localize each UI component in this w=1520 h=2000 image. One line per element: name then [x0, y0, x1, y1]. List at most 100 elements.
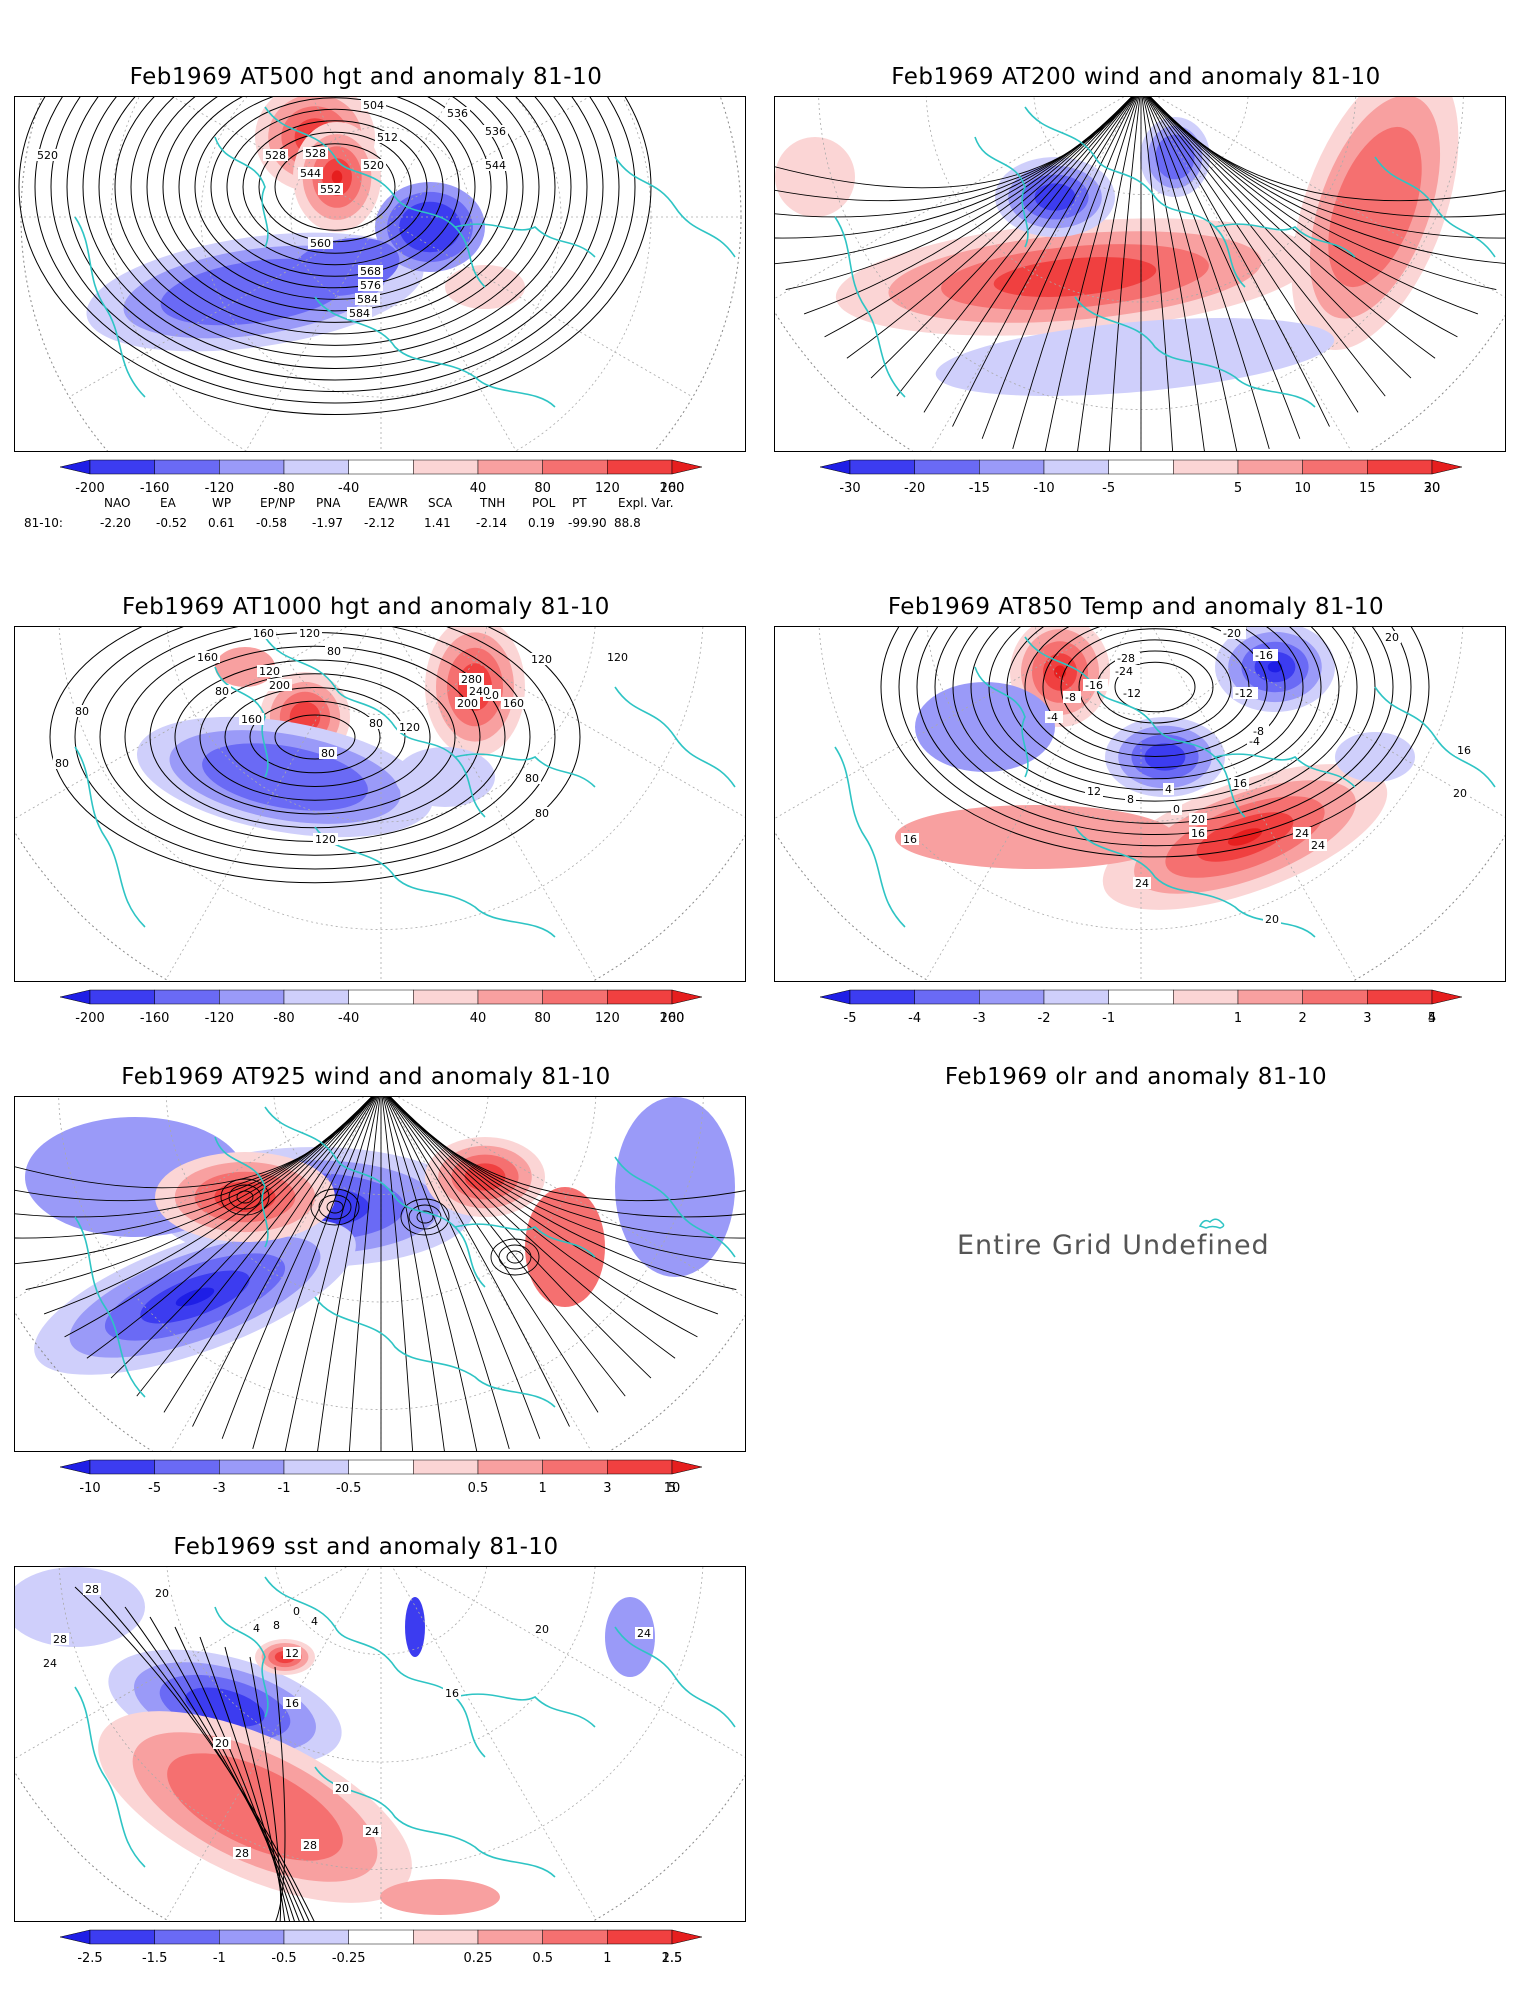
anomaly-negative — [175, 1287, 215, 1307]
anomaly-positive — [1227, 828, 1263, 846]
contour-line — [1078, 639, 1232, 735]
streamline — [385, 1097, 541, 1439]
contour-line — [274, 714, 356, 760]
colorbar-tick-label: 1 — [603, 1951, 611, 1966]
svg-text:28: 28 — [235, 1847, 249, 1860]
colorbar-segment — [219, 989, 285, 1005]
contour-label: 28 — [83, 1583, 101, 1596]
svg-text:80: 80 — [327, 645, 341, 658]
streamline — [389, 1097, 676, 1359]
streamline — [1148, 97, 1386, 397]
eof-header: EA/WR — [368, 496, 409, 510]
svg-text:-28: -28 — [1117, 652, 1135, 665]
streamline — [1143, 97, 1238, 451]
contour-line — [970, 627, 1340, 802]
contour-label: 4 — [309, 1615, 320, 1628]
colorbar-tick-label: 40 — [470, 481, 487, 496]
streamline — [384, 1097, 510, 1449]
svg-text:80: 80 — [55, 757, 69, 770]
coastline — [1214, 223, 1356, 258]
svg-text:28: 28 — [303, 1839, 317, 1852]
colorbar-tick-label: -10 — [79, 1481, 100, 1496]
streamline — [1148, 97, 1412, 379]
anomaly-negative — [1267, 661, 1283, 673]
colorbar-tick-label: -1 — [1102, 1011, 1115, 1026]
colorbar-segment — [219, 1929, 285, 1945]
svg-text:20: 20 — [1453, 787, 1467, 800]
colorbar-tip-high — [671, 459, 703, 475]
streamline — [389, 1097, 745, 1239]
vortex-contour — [400, 1198, 450, 1236]
colorbar-segment — [348, 1929, 414, 1945]
meridian-line — [1174, 627, 1505, 818]
colorbar-segment — [89, 1459, 155, 1475]
panel-title-sst: Feb1969 sst and anomaly 81-10 — [173, 1534, 559, 1560]
contour-label: 20 — [533, 1623, 551, 1636]
colorbar-tick-label: -160 — [140, 1011, 170, 1026]
colorbar-tick-label: -40 — [338, 1011, 359, 1026]
colorbar-tick-label: -120 — [205, 481, 235, 496]
meridian-line — [380, 97, 590, 218]
colorbar-tick-label: -2.5 — [77, 1951, 102, 1966]
coastline — [1214, 753, 1356, 788]
svg-text:4: 4 — [1165, 783, 1172, 796]
contour-line — [224, 1646, 286, 1921]
colorbar-segment — [477, 1459, 543, 1475]
svg-text:528: 528 — [265, 149, 286, 162]
svg-text:20: 20 — [155, 1587, 169, 1600]
contour-label: 8 — [271, 1619, 282, 1632]
colorbar-tick-label: -2 — [1038, 1011, 1051, 1026]
map-panel-sst: 28 24 20 28 4 8 12 0 4 16 16 20 20 24 28 28 20 24 — [14, 1566, 746, 1922]
coastline — [974, 136, 1029, 248]
latitude-circle — [58, 1567, 704, 1870]
svg-text:120: 120 — [315, 833, 336, 846]
colorbar-925wind: -10 -5 -3 -1 -0.5 0.5 1 3 5 10 — [59, 1459, 703, 1500]
svg-text:536: 536 — [447, 107, 468, 120]
contour-label: 80 — [367, 717, 385, 730]
coastline — [614, 1626, 736, 1728]
colorbar-tick-label: 3 — [1363, 1011, 1371, 1026]
svg-text:-16: -16 — [1255, 649, 1273, 662]
streamline — [383, 1097, 478, 1451]
svg-text:24: 24 — [1295, 827, 1309, 840]
svg-text:568: 568 — [360, 265, 381, 278]
contour-label: 16 — [443, 1687, 461, 1700]
coastline — [1024, 636, 1246, 818]
contour-label: 80 — [53, 757, 71, 770]
contour-label: 120 — [313, 833, 338, 846]
colorbar-sst: -2.5 -1.5 -1 -0.5 -0.25 0.25 0.5 1 1.5 2.5 — [59, 1929, 703, 1970]
svg-text:20: 20 — [1191, 813, 1205, 826]
streamline — [1142, 97, 1205, 451]
streamline — [1145, 97, 1301, 439]
colorbar-segment — [477, 1929, 543, 1945]
eof-value: 0.61 — [208, 516, 235, 530]
colorbar-segment — [219, 1459, 285, 1475]
colorbar-tick-label: 160 — [660, 1011, 685, 1026]
anomaly-negative — [15, 1567, 145, 1647]
streamline — [1149, 97, 1436, 359]
colorbar-segment — [914, 989, 980, 1005]
colorbar-segment — [914, 459, 980, 475]
streamline — [192, 1097, 376, 1427]
coastline — [834, 216, 906, 398]
contour-line — [880, 627, 1430, 858]
meridian-line — [15, 1567, 348, 1759]
contour-label: 520 — [361, 159, 386, 172]
contour-label: 568 — [358, 265, 383, 278]
svg-text:160: 160 — [253, 627, 274, 640]
colorbar-tick-label: 200 — [660, 1011, 685, 1026]
coastline — [1024, 106, 1246, 288]
colorbar-segment — [1043, 989, 1109, 1005]
svg-text:-16: -16 — [1085, 679, 1103, 692]
coastline — [834, 746, 906, 928]
svg-text:-4: -4 — [1249, 735, 1260, 748]
anomaly-positive — [895, 805, 1175, 869]
contour-line — [1006, 627, 1304, 780]
colorbar-tick-label: 0.5 — [468, 1481, 489, 1496]
colorbar-tick-label: 80 — [534, 481, 551, 496]
contour-label: 160 — [239, 713, 264, 726]
colorbar-1000hgt: -200 -160 -120 -80 -40 40 80 120 160 200 — [59, 989, 703, 1030]
eof-header: WP — [212, 496, 232, 510]
contour-label: 0 — [291, 1605, 302, 1618]
colorbar-segment — [1237, 989, 1303, 1005]
